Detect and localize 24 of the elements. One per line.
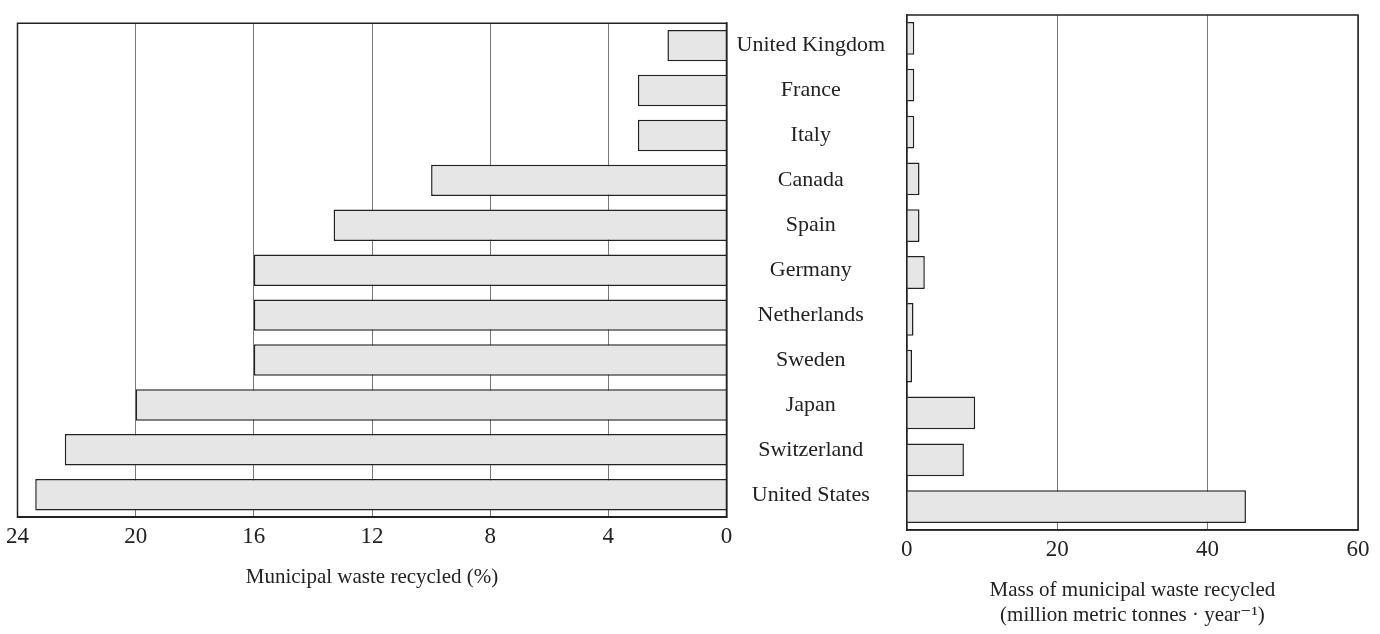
y-tick-label: Switzerland	[758, 435, 864, 461]
x-tick-label: 8	[484, 523, 496, 549]
y-tick-label: Japan	[785, 390, 836, 416]
y-tick-label: United Kingdom	[736, 31, 886, 57]
y-tick-label: Sweden	[775, 345, 846, 371]
x-tick-label: 40	[1196, 535, 1220, 561]
y-tick-label: Germany	[769, 255, 852, 281]
y-tick-label: Spain	[785, 211, 836, 237]
x-tick-label: 12	[360, 523, 384, 549]
x-tick-label: 24	[6, 523, 30, 549]
y-tick-label: France	[780, 76, 841, 102]
y-tick-label: United States	[751, 480, 870, 506]
y-tick-label: Italy	[790, 121, 831, 147]
x-tick-label: 20	[1045, 535, 1069, 561]
x-tick-label: 0	[901, 535, 913, 561]
y-tick-label: Canada	[777, 166, 844, 192]
x-tick-label: 0	[720, 523, 733, 549]
x-tick-label: 20	[124, 523, 148, 549]
y-tick-label: Netherlands	[757, 300, 864, 326]
x-tick-label: 4	[602, 523, 615, 549]
x-axis-title: Municipal waste recycled (%)	[245, 563, 499, 588]
x-tick-label: 60	[1346, 535, 1370, 561]
x-axis-title: Mass of municipal waste recycled (million metric tonnes · year⁻¹)	[989, 576, 1276, 626]
x-tick-label: 16	[242, 523, 266, 549]
